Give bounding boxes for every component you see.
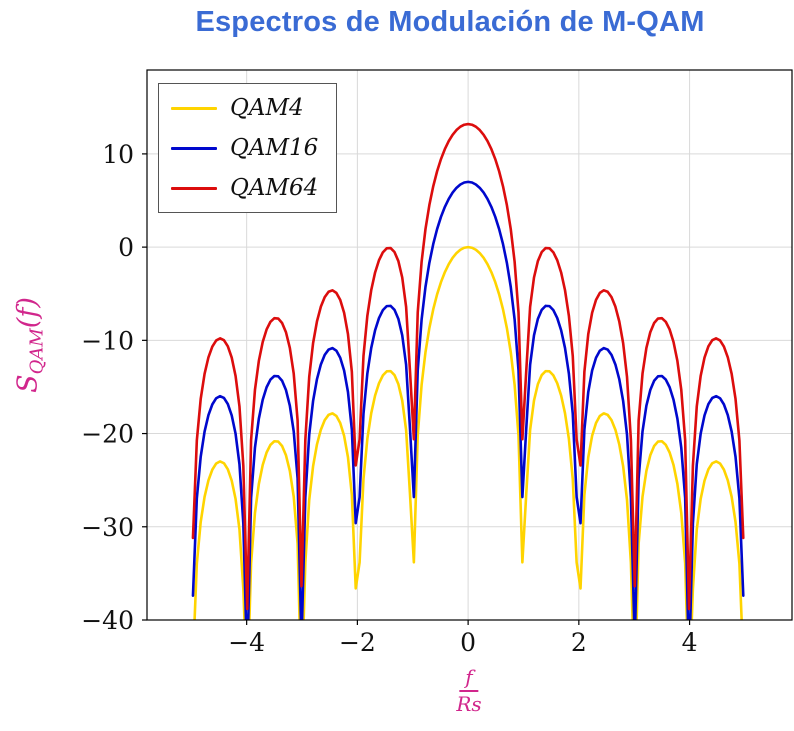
y-tick-labels: −40 −30 −20 −10 0 10: [81, 140, 134, 635]
y-axis-label-subscript: QAM: [26, 328, 48, 375]
legend-label-qam4: QAM4: [230, 95, 304, 121]
y-axis-label: SQAM(f): [13, 297, 48, 393]
svg-text:−40: −40: [81, 606, 134, 635]
svg-text:0: 0: [118, 233, 134, 262]
svg-text:0: 0: [460, 628, 476, 657]
legend-label-qam16: QAM16: [230, 135, 319, 161]
x-axis-label: f Rs: [456, 666, 481, 716]
svg-text:4: 4: [682, 628, 698, 657]
axis-frame: [146, 69, 793, 621]
svg-text:2: 2: [571, 628, 587, 657]
legend-line-qam64: [171, 186, 217, 190]
series-QAM64: [191, 122, 745, 611]
legend-line-qam16: [171, 146, 217, 150]
series-QAM16: [191, 180, 745, 620]
x-axis-label-numerator: f: [459, 666, 479, 692]
legend-item-qam16: QAM16: [171, 135, 318, 161]
svg-text:−20: −20: [81, 420, 134, 449]
series-QAM4: [193, 245, 743, 620]
legend-label-qam64: QAM64: [230, 175, 319, 201]
y-axis-label-arg: (f): [12, 297, 44, 329]
legend: QAM4 QAM16 QAM64: [158, 83, 338, 213]
x-axis-label-denominator: Rs: [456, 692, 482, 716]
svg-text:−2: −2: [339, 628, 376, 657]
y-axis-label-symbol: S: [12, 374, 44, 393]
legend-line-qam4: [171, 106, 217, 110]
svg-text:10: 10: [102, 140, 134, 169]
series-curves: [191, 122, 745, 620]
x-tick-labels: −4 −2 0 2 4: [228, 628, 697, 657]
svg-text:−10: −10: [81, 326, 134, 355]
svg-text:−4: −4: [228, 628, 265, 657]
legend-item-qam64: QAM64: [171, 175, 318, 201]
svg-text:−30: −30: [81, 513, 134, 542]
legend-item-qam4: QAM4: [171, 95, 318, 121]
tick-marks: [142, 153, 691, 625]
chart-title: Espectros de Modulación de M-QAM: [195, 6, 705, 38]
